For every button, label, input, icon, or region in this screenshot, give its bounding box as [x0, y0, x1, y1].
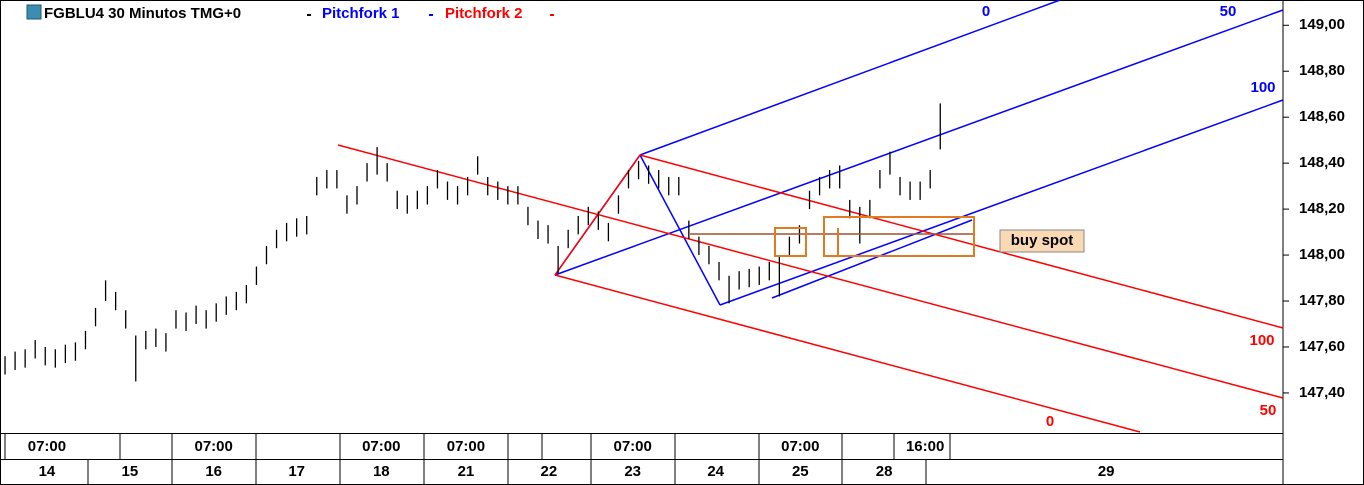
- symbol-icon: [26, 4, 42, 20]
- pitchfork-level-label: 0: [982, 3, 990, 20]
- x-tick-label: 29: [1098, 463, 1115, 480]
- x-tick-label: 23: [624, 463, 641, 480]
- time-tick-label: 07:00: [195, 438, 233, 455]
- price-bars: [4, 103, 941, 382]
- chart-title: FGBLU4 30 Minutos TMG+0: [44, 5, 241, 22]
- annotation-box: [823, 216, 975, 257]
- pitchfork-level-label: 50: [1260, 402, 1277, 419]
- pitchfork-line: [771, 219, 973, 299]
- y-tick-label: 148,00: [1299, 246, 1345, 263]
- x-tick-label: 14: [39, 463, 56, 480]
- pitchfork-line: [337, 144, 1284, 399]
- y-tick-label: 147,60: [1299, 338, 1345, 355]
- y-tick-label: 148,60: [1299, 108, 1345, 125]
- annotation-label-box: [999, 229, 1085, 253]
- time-tick-label: 07:00: [781, 438, 819, 455]
- y-tick-label: 148,80: [1299, 62, 1345, 79]
- y-tick-label: 148,20: [1299, 200, 1345, 217]
- pitchfork-line: [554, 9, 1284, 276]
- pitchfork-level-label: 100: [1249, 332, 1274, 349]
- legend-entry: Pitchfork 1: [322, 5, 400, 22]
- x-tick-label: 18: [373, 463, 390, 480]
- x-tick-label: 15: [122, 463, 139, 480]
- legend-entry: Pitchfork 2: [445, 5, 523, 22]
- x-tick-label: 25: [792, 463, 809, 480]
- time-tick-label: 07:00: [28, 438, 66, 455]
- pitchfork-layer: 0 50 100 100 50 0: [337, 0, 1284, 433]
- pitchfork-level-label: 100: [1250, 79, 1275, 96]
- x-tick-label: 16: [205, 463, 222, 480]
- time-tick-label: 16:00: [906, 438, 944, 455]
- y-tick-label: 147,80: [1299, 292, 1345, 309]
- annotation-shapes: [690, 216, 975, 257]
- pitchfork-line: [639, 0, 1061, 156]
- time-tick-label: 07:00: [447, 438, 485, 455]
- pitchfork-line: [719, 99, 1284, 306]
- pitchfork-level-label: 0: [1046, 413, 1054, 430]
- x-tick-label: 24: [707, 463, 724, 480]
- y-tick-label: 149,00: [1299, 16, 1345, 33]
- annotation-label: buy spot: [1011, 232, 1074, 249]
- x-tick-label: 17: [288, 463, 305, 480]
- y-tick-label: 147,40: [1299, 384, 1345, 401]
- x-tick-label: 28: [876, 463, 893, 480]
- x-tick-label: 21: [458, 463, 475, 480]
- annotation-box: [774, 227, 807, 257]
- y-tick-label: 148,40: [1299, 154, 1345, 171]
- time-tick-label: 07:00: [614, 438, 652, 455]
- pitchfork-line: [639, 154, 1284, 329]
- time-tick-label: 07:00: [362, 438, 400, 455]
- x-tick-label: 22: [541, 463, 558, 480]
- pitchfork-line: [554, 274, 1141, 433]
- pitchfork-level-label: 50: [1220, 3, 1237, 20]
